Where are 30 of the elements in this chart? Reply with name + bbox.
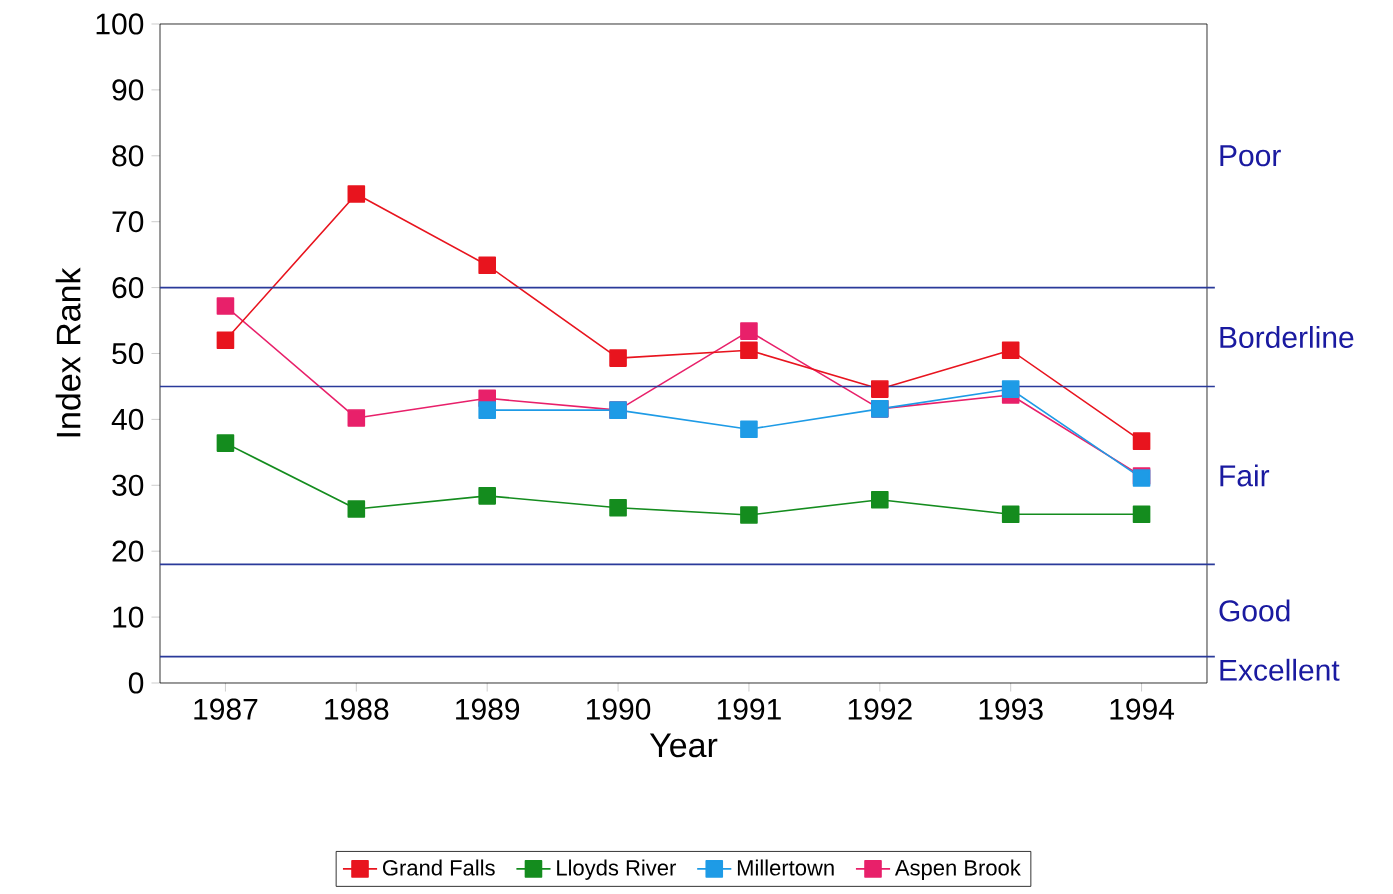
y-tick-label: 20: [112, 540, 144, 562]
legend-label: Aspen Brook: [894, 859, 1021, 880]
text: Borderline: [1220, 326, 1354, 349]
legend-label: Millertown: [737, 859, 834, 876]
y-tick-label: 10: [113, 606, 144, 628]
x-tick-label: 1990: [586, 698, 651, 720]
x-tick-label: 1993: [979, 698, 1043, 720]
y-tick-label: 90: [112, 79, 144, 101]
x-axis-title: Year: [649, 733, 718, 758]
y-tick-label: 40: [111, 408, 144, 430]
x-tick-label: 1991: [717, 698, 781, 720]
x-tick-label: 1987: [194, 698, 258, 720]
text: Good: [1219, 599, 1290, 622]
x-tick-label: 1989: [456, 698, 520, 720]
text: Excellent: [1220, 658, 1340, 681]
y-tick-label: 50: [112, 342, 144, 365]
legend-label: Grand Falls: [382, 859, 495, 876]
x-tick-label: 1992: [848, 698, 912, 720]
y-tick-label: 100: [96, 13, 144, 35]
text: Poor: [1220, 145, 1281, 167]
x-tick-label: 1988: [325, 698, 389, 720]
y-axis-title: Index Rank: [55, 267, 81, 437]
y-tick-label: 80: [112, 145, 144, 167]
y-tick-label: 0: [128, 672, 144, 694]
y-tick-label: 60: [112, 276, 144, 299]
text: Fair: [1220, 464, 1270, 487]
x-tick-label: 1994: [1110, 698, 1175, 720]
legend-label: Lloyds River: [557, 859, 676, 880]
y-tick-label: 70: [112, 211, 144, 233]
y-tick-label: 30: [112, 474, 144, 496]
